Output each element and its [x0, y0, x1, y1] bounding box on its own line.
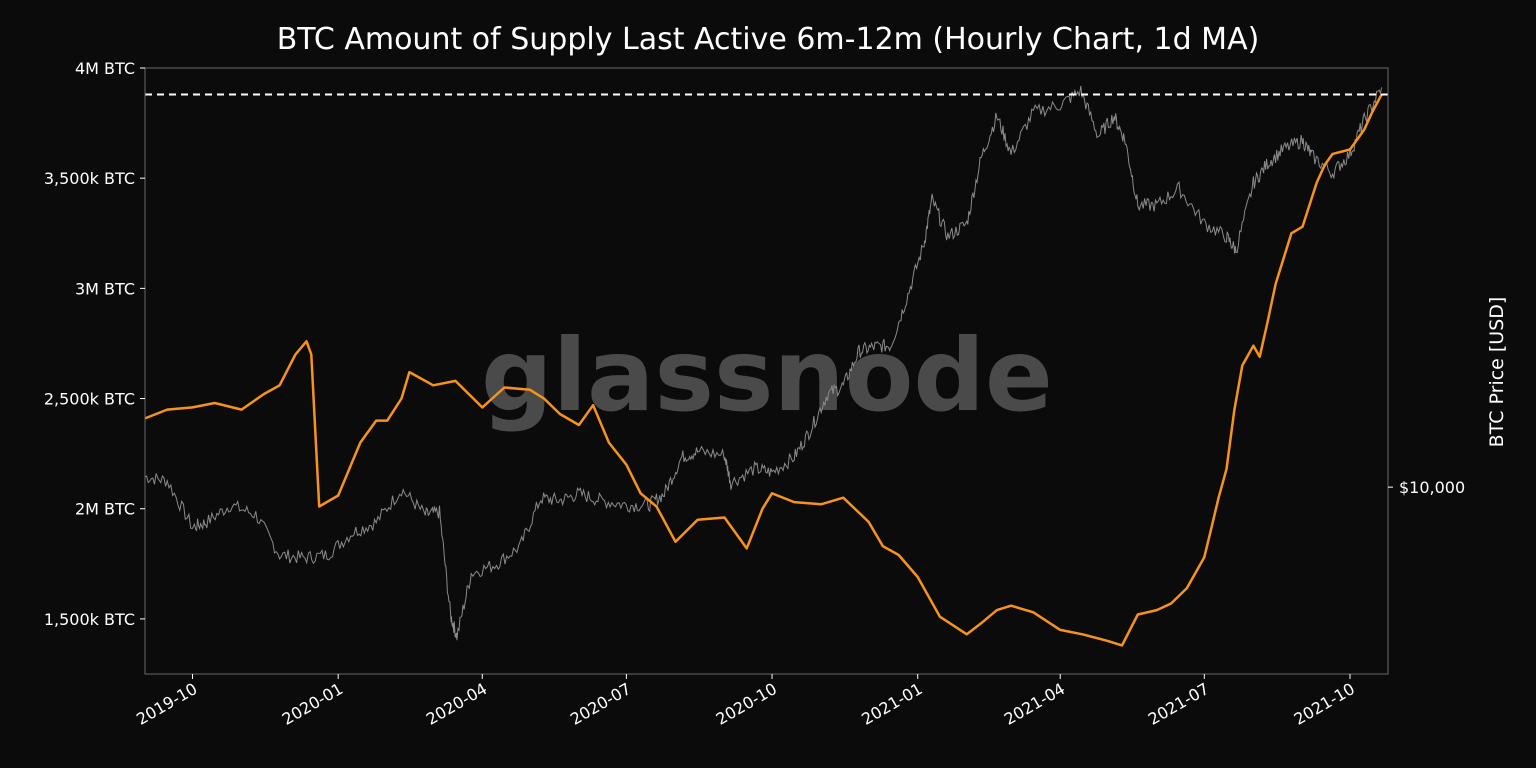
x-tick-label: 2021-10: [1291, 679, 1358, 729]
y-tick-label: 4M BTC: [75, 59, 135, 78]
plot-frame: [144, 67, 1389, 675]
chart-title: BTC Amount of Supply Last Active 6m-12m …: [276, 22, 1260, 57]
y2-tick-label: $10,000: [1399, 478, 1465, 497]
y-tick-label: 1,500k BTC: [44, 610, 135, 629]
glassnode-watermark: glassnode: [481, 317, 1053, 434]
x-tick-label: 2021-04: [1001, 679, 1068, 729]
btc-price-line: [144, 85, 1383, 641]
x-tick-label: 2020-10: [713, 679, 780, 729]
y-tick-label: 3,500k BTC: [44, 169, 135, 188]
y-tick-label: 2M BTC: [75, 500, 135, 519]
y-tick-label: 2,500k BTC: [44, 390, 135, 409]
x-tick-label: 2021-07: [1145, 679, 1212, 729]
x-tick-label: 2020-04: [423, 679, 490, 729]
y2-axis-label: BTC Price [USD]: [1486, 297, 1508, 448]
x-tick-label: 2020-07: [567, 679, 634, 729]
x-tick-label: 2020-01: [279, 679, 346, 729]
x-tick-label: 2021-01: [858, 679, 925, 729]
y-tick-label: 3M BTC: [75, 279, 135, 298]
supply-6m-12m-line: [144, 93, 1383, 647]
x-tick-label: 2019-10: [133, 679, 200, 729]
